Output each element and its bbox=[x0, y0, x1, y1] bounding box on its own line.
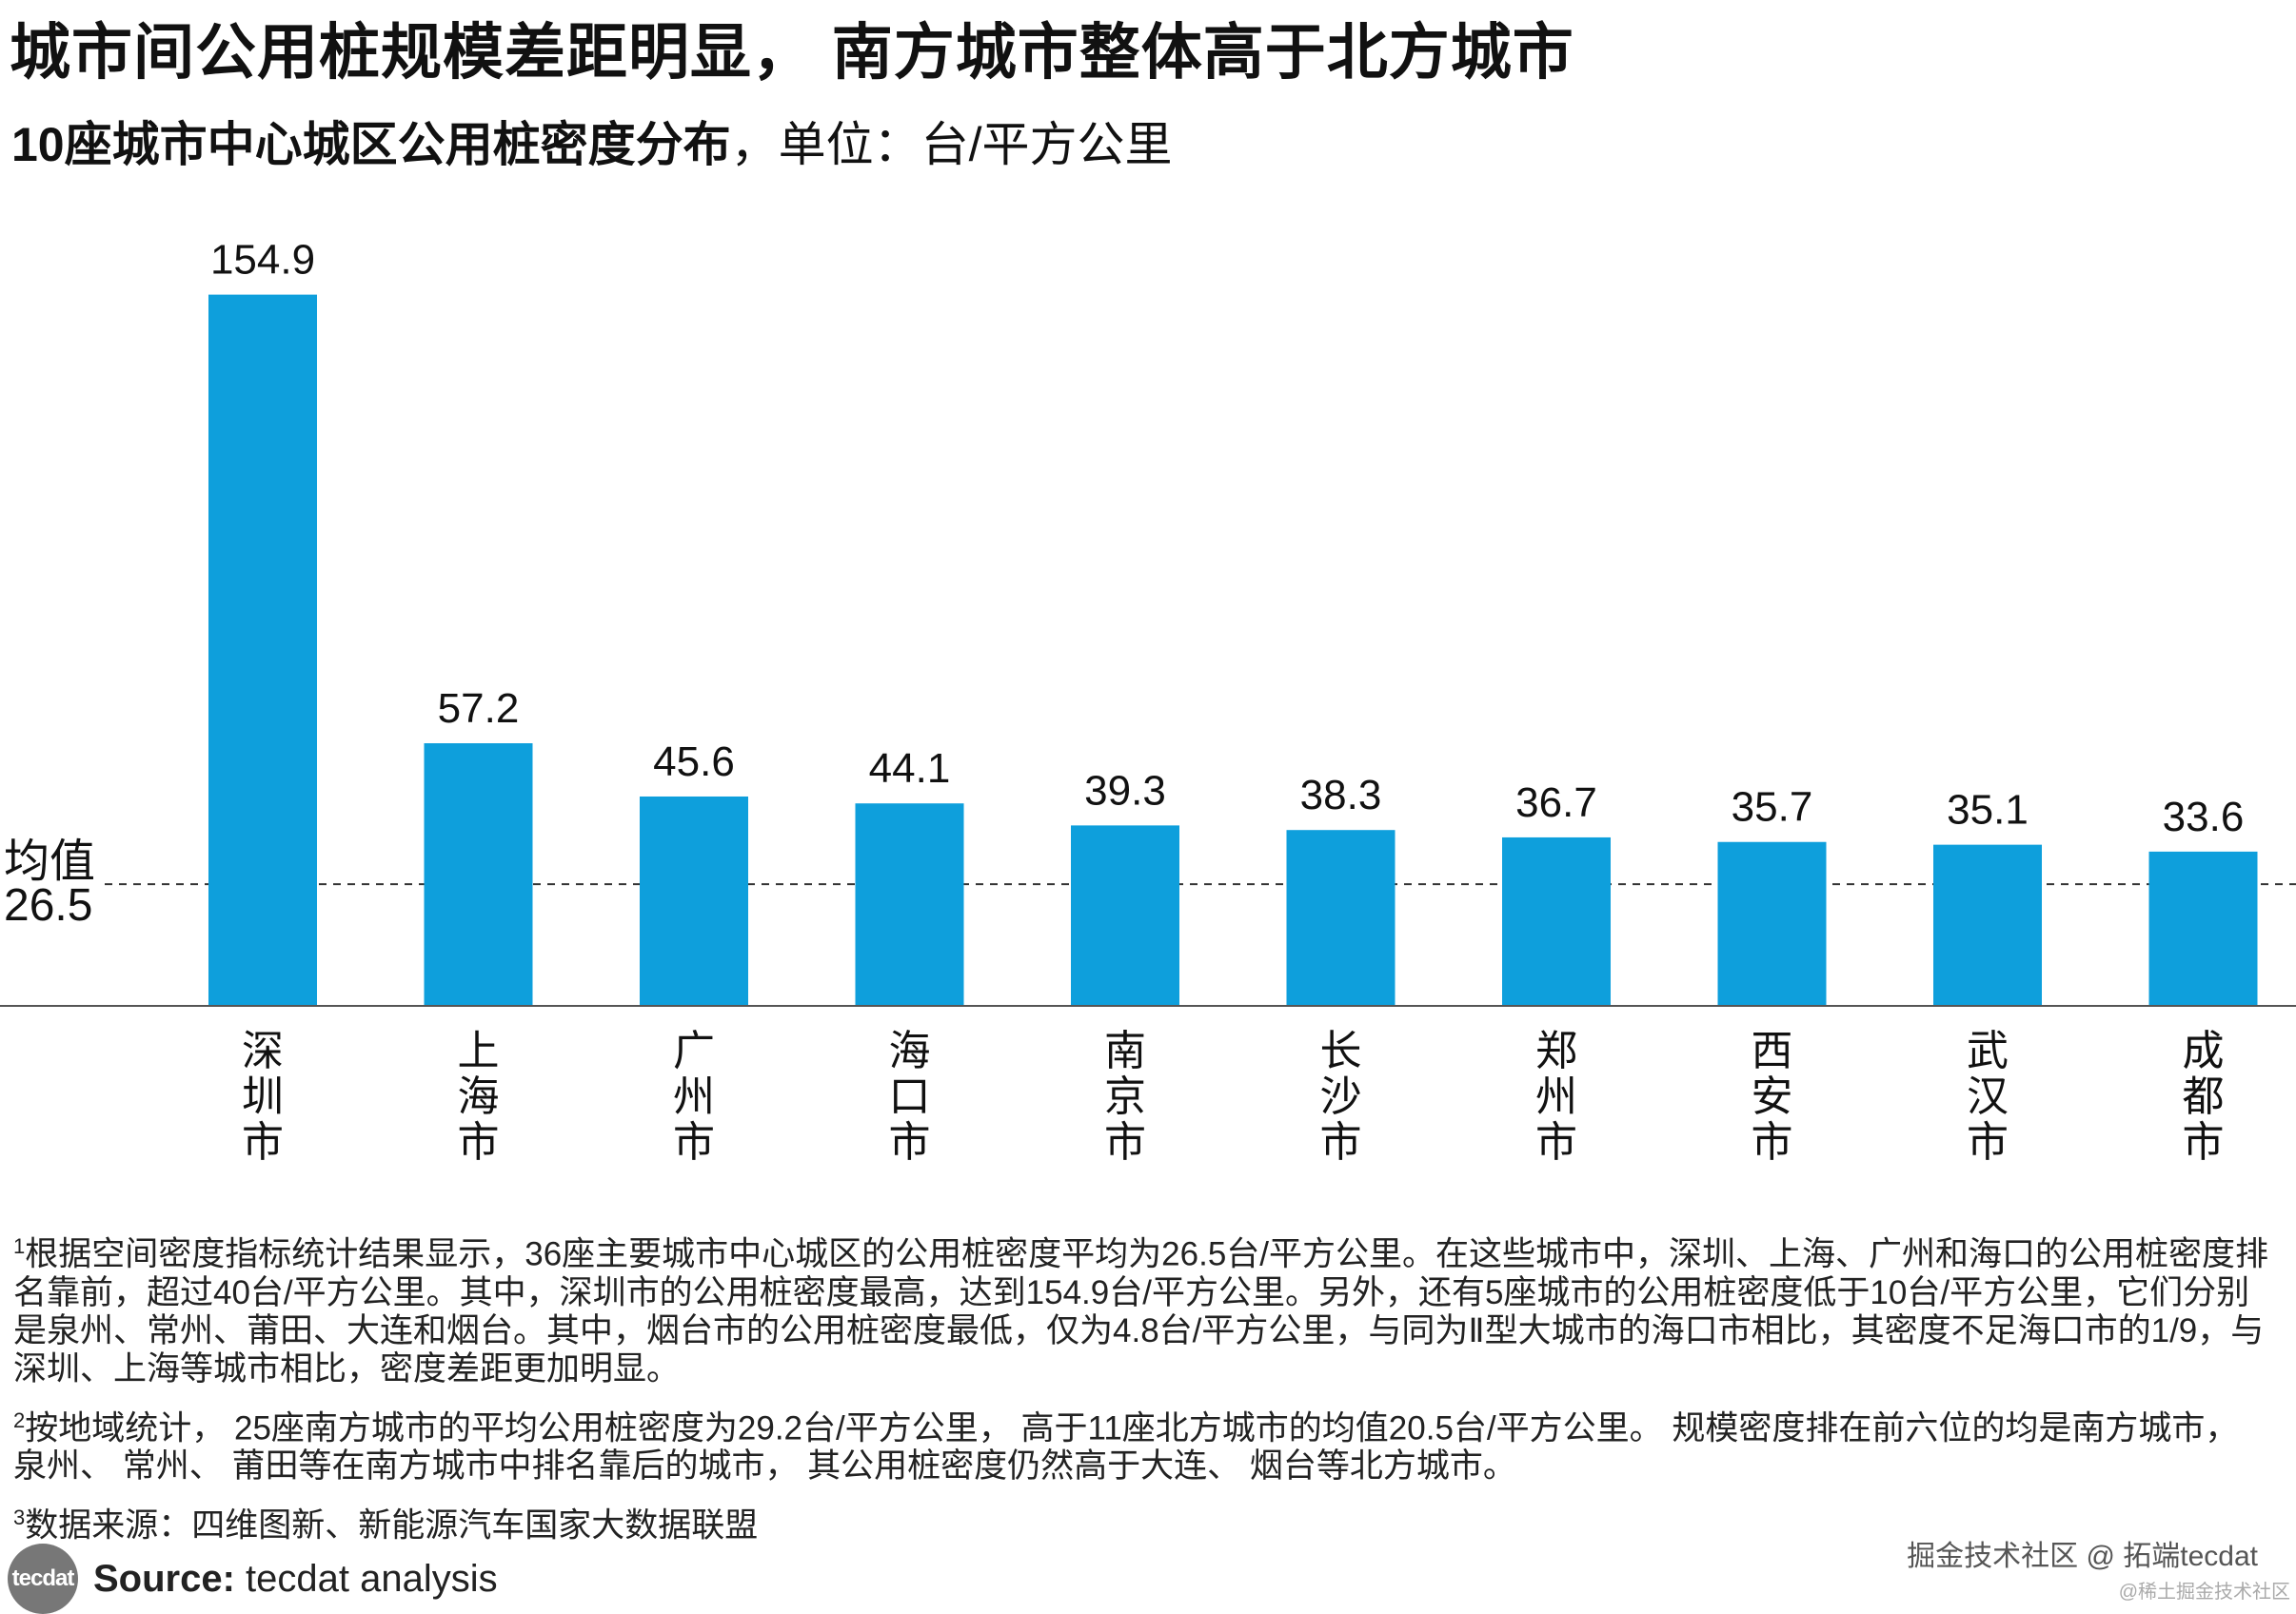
bar-value-label-4: 44.1 bbox=[869, 745, 951, 792]
bar-3 bbox=[640, 796, 748, 1006]
tecdat-logo: tecdat bbox=[8, 1544, 78, 1614]
category-label-3: 广州市 bbox=[673, 1027, 715, 1167]
footnotes: 1根据空间密度指标统计结果显示，36座主要城市中心城区的公用桩密度平均为26.5… bbox=[13, 1228, 2279, 1559]
category-label-7: 郑州市 bbox=[1535, 1027, 1577, 1167]
source-text: Source: tecdat analysis bbox=[93, 1558, 498, 1601]
subtitle-bold: 10座城市中心城区公用桩密度分布 bbox=[11, 118, 731, 171]
bar-7 bbox=[1502, 837, 1611, 1006]
page-title: 城市间公用桩规模差距明显， 南方城市整体高于北方城市 bbox=[10, 18, 1574, 87]
bar-value-label-3: 45.6 bbox=[653, 738, 735, 785]
footnote-1-number: 1 bbox=[13, 1234, 26, 1258]
bar-2 bbox=[424, 743, 533, 1006]
source-value: tecdat analysis bbox=[234, 1557, 498, 1600]
category-labels-group: 深圳市 上海市 广州市 海口市 南京市 长沙市 郑州市 西安市 武汉市 成都市 bbox=[242, 1027, 2225, 1167]
category-label-1: 深圳市 bbox=[242, 1027, 284, 1167]
subtitle-unit: ，单位：台/平方公里 bbox=[730, 118, 1173, 171]
footnote-1: 1根据空间密度指标统计结果显示，36座主要城市中心城区的公用桩密度平均为26.5… bbox=[13, 1228, 2279, 1388]
bar-5 bbox=[1071, 825, 1179, 1006]
footnote-2-text: 按地域统计， 25座南方城市的平均公用桩密度为29.2台/平方公里， 高于11座… bbox=[13, 1409, 2239, 1486]
watermark-small: @稀土掘金技术社区 bbox=[2118, 1582, 2290, 1603]
source-label: Source: bbox=[93, 1557, 235, 1600]
bar-value-label-2: 57.2 bbox=[438, 685, 520, 732]
category-label-2: 上海市 bbox=[458, 1027, 500, 1167]
bar-6 bbox=[1286, 830, 1395, 1006]
bar-9 bbox=[1933, 844, 2042, 1006]
bar-value-label-10: 33.6 bbox=[2163, 794, 2245, 840]
bar-4 bbox=[855, 803, 964, 1006]
bar-10 bbox=[2148, 851, 2258, 1006]
bar-value-label-9: 35.1 bbox=[1947, 787, 2029, 834]
category-label-9: 武汉市 bbox=[1967, 1027, 2009, 1167]
bar-value-label-6: 38.3 bbox=[1300, 772, 1382, 818]
footnote-3-number: 3 bbox=[13, 1506, 26, 1530]
bars-group: 154.9 57.2 45.6 44.1 39.3 38.3 36.7 35.7 35.1 33.… bbox=[208, 237, 2258, 1006]
bar-value-label-7: 36.7 bbox=[1515, 779, 1597, 826]
category-label-10: 成都市 bbox=[2183, 1027, 2225, 1167]
source-line: tecdat Source: tecdat analysis bbox=[8, 1544, 498, 1614]
mean-value-label: 26.5 bbox=[4, 880, 92, 931]
category-label-4: 海口市 bbox=[889, 1027, 931, 1167]
footnote-3: 3数据来源：四维图新、新能源汽车国家大数据联盟 bbox=[13, 1499, 2279, 1545]
category-label-5: 南京市 bbox=[1104, 1027, 1146, 1167]
mean-label: 均值 bbox=[4, 837, 95, 887]
bar-8 bbox=[1717, 841, 1827, 1006]
bar-value-label-5: 39.3 bbox=[1084, 767, 1166, 814]
category-label-8: 西安市 bbox=[1752, 1027, 1793, 1167]
watermark-main: 掘金技术社区 @ 拓端tecdat bbox=[1907, 1541, 2258, 1572]
category-label-6: 长沙市 bbox=[1320, 1027, 1362, 1167]
footnote-2-number: 2 bbox=[13, 1407, 26, 1432]
bar-1 bbox=[208, 294, 317, 1006]
footnote-3-text: 数据来源：四维图新、新能源汽车国家大数据联盟 bbox=[25, 1506, 759, 1545]
footnote-1-text: 根据空间密度指标统计结果显示，36座主要城市中心城区的公用桩密度平均为26.5台… bbox=[13, 1235, 2269, 1388]
bar-value-label-8: 35.7 bbox=[1732, 784, 1813, 831]
chart-subtitle: 10座城市中心城区公用桩密度分布，单位：台/平方公里 bbox=[11, 107, 1173, 175]
footnote-2: 2按地域统计， 25座南方城市的平均公用桩密度为29.2台/平方公里， 高于11… bbox=[13, 1402, 2279, 1486]
bar-value-label-1: 154.9 bbox=[210, 237, 315, 284]
